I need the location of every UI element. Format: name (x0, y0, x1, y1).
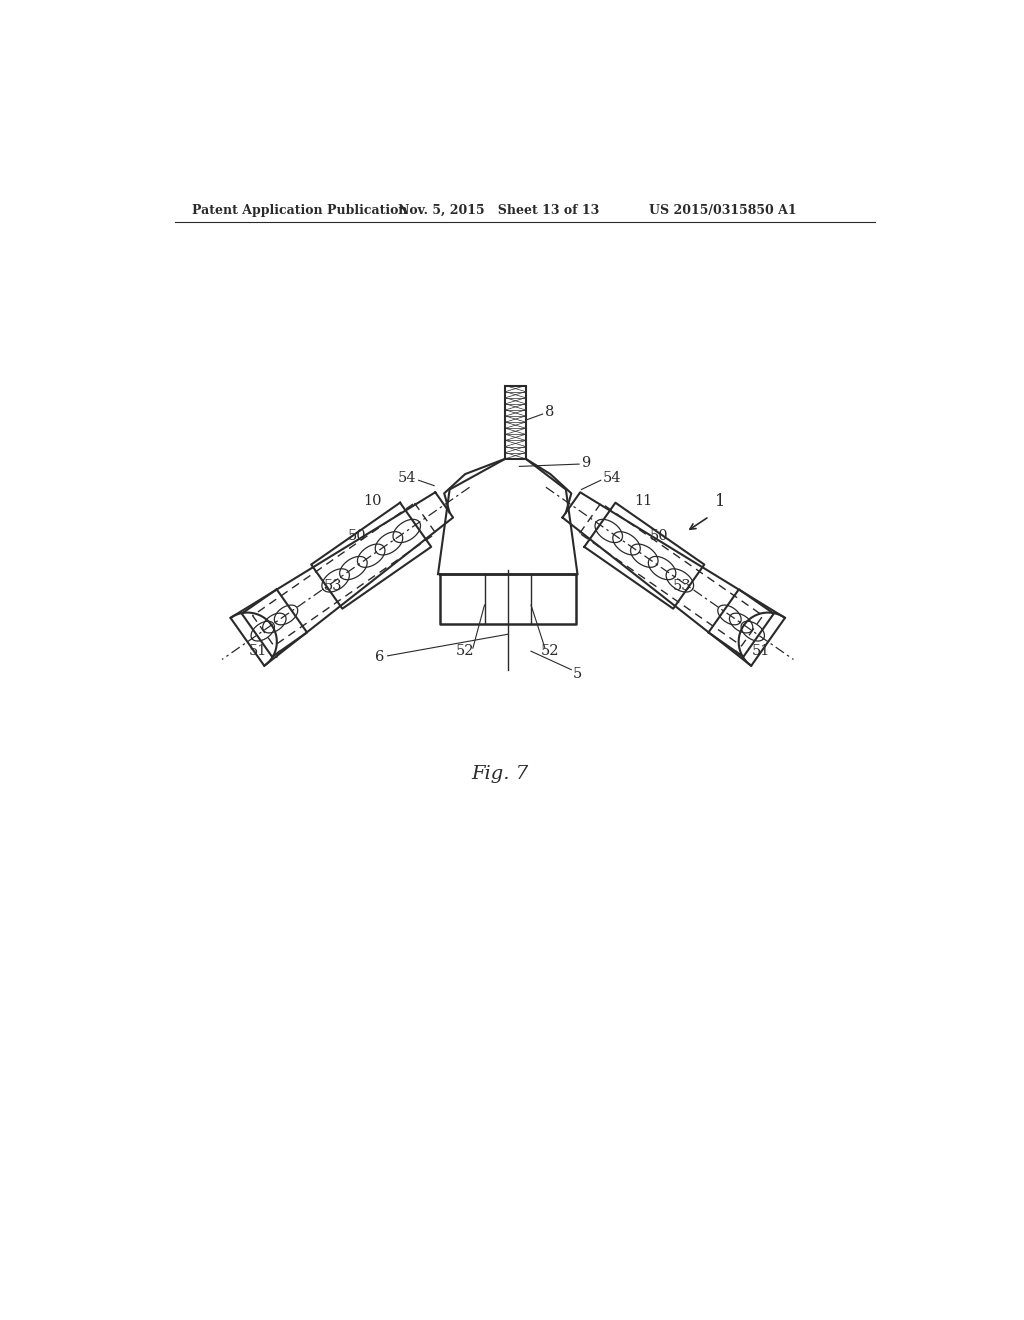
Text: 53: 53 (324, 578, 343, 593)
Text: US 2015/0315850 A1: US 2015/0315850 A1 (649, 205, 797, 218)
Text: 6: 6 (375, 651, 385, 664)
Text: 52: 52 (541, 644, 560, 659)
Text: 5: 5 (572, 668, 582, 681)
Text: 51: 51 (249, 644, 267, 659)
Text: 51: 51 (752, 644, 770, 659)
Text: 11: 11 (634, 494, 652, 508)
Text: 52: 52 (456, 644, 474, 659)
Text: 9: 9 (582, 455, 591, 470)
Text: 53: 53 (673, 578, 691, 593)
Text: 50: 50 (649, 529, 669, 543)
Text: 54: 54 (397, 471, 416, 484)
Text: 8: 8 (545, 405, 554, 420)
Text: 50: 50 (347, 529, 366, 543)
Text: 1: 1 (716, 494, 726, 511)
Text: Fig. 7: Fig. 7 (471, 766, 528, 783)
Text: Nov. 5, 2015   Sheet 13 of 13: Nov. 5, 2015 Sheet 13 of 13 (397, 205, 599, 218)
Bar (506, 385, 525, 459)
Text: 54: 54 (603, 471, 622, 484)
Text: 10: 10 (362, 494, 381, 508)
Text: Patent Application Publication: Patent Application Publication (191, 205, 408, 218)
